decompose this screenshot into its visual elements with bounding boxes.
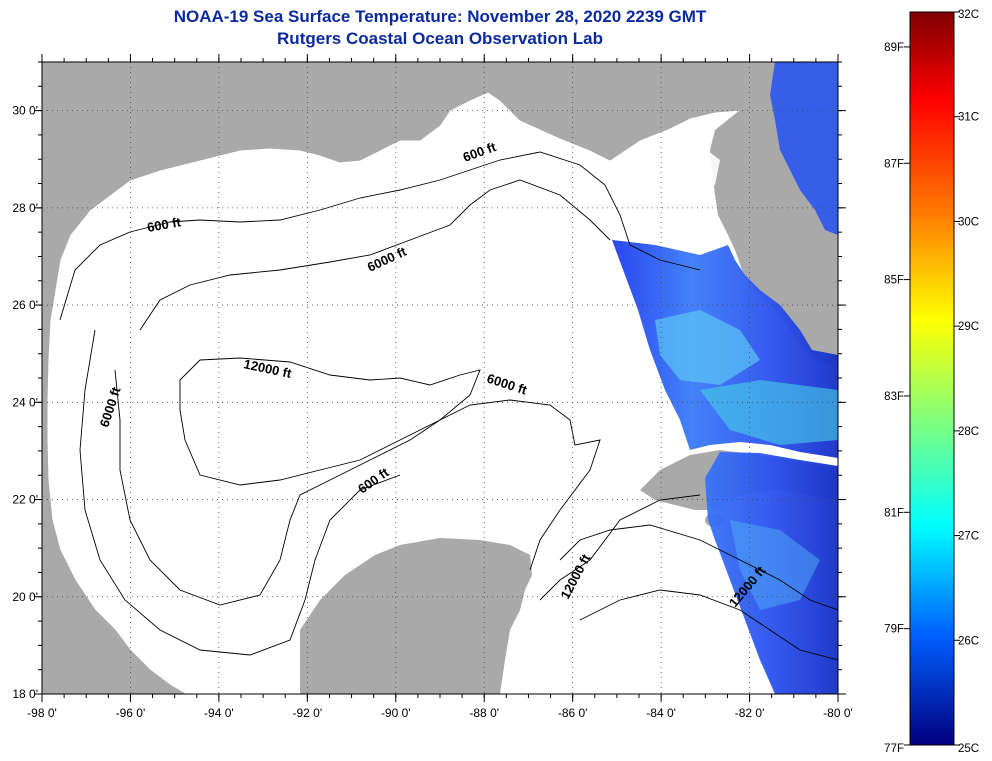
contour-12000ft — [179, 357, 481, 486]
y-tick-label: 30 0' — [12, 104, 38, 118]
land-yucatan — [300, 538, 532, 694]
colorbar-label-celsius: 26C — [958, 635, 979, 647]
chart-subtitle: Rutgers Coastal Ocean Observation Lab — [277, 29, 603, 48]
colorbar-label-celsius: 32C — [958, 9, 979, 21]
colorbar-label-celsius: 31C — [958, 112, 979, 124]
colorbar-label-fahrenheit: 83F — [884, 391, 904, 403]
y-tick-label: 22 0' — [12, 493, 38, 507]
y-tick-label: 28 0' — [12, 201, 38, 215]
colorbar-label-celsius: 29C — [958, 321, 979, 333]
land-us-mexico — [42, 62, 741, 694]
colorbar-label-fahrenheit: 87F — [884, 158, 904, 170]
map-grid — [42, 62, 838, 694]
sst-warm-patch — [655, 310, 760, 385]
colorbar-label-fahrenheit: 81F — [884, 507, 904, 519]
colorbar-label-fahrenheit: 89F — [884, 42, 904, 54]
colorbar-ticks — [904, 11, 960, 746]
colorbar-label-celsius: 28C — [958, 426, 979, 438]
x-tick-label: -88 0' — [469, 706, 499, 720]
contour-yucatan-channel — [539, 494, 701, 601]
colorbar-label-celsius: 25C — [958, 743, 979, 755]
axis-ticks — [34, 54, 846, 702]
x-tick-label: -86 0' — [558, 706, 588, 720]
x-tick-label: -96 0' — [116, 706, 146, 720]
sst-cloud-patch — [670, 145, 720, 190]
x-tick-label: -92 0' — [293, 706, 323, 720]
x-tick-label: -84 0' — [646, 706, 676, 720]
contour-6000ft — [114, 369, 601, 606]
x-tick-label: -94 0' — [204, 706, 234, 720]
sst-warm-patch — [700, 380, 838, 445]
colorbar-label-celsius: 30C — [958, 216, 979, 228]
y-tick-label: 24 0' — [12, 395, 38, 409]
contour-12000ft-caribbean — [559, 524, 838, 611]
contour-caribbean-2 — [579, 589, 838, 661]
sst-swath-north — [770, 62, 838, 235]
colorbar-label-fahrenheit: 85F — [884, 275, 904, 287]
sst-warm-patch — [730, 520, 820, 610]
y-tick-label: 20 0' — [12, 590, 38, 604]
colorbar-label-fahrenheit: 77F — [884, 743, 904, 755]
contour-600ft — [59, 151, 701, 321]
x-tick-label: -98 0' — [27, 706, 57, 720]
contour-6000ft-north — [139, 179, 611, 331]
contour-600ft-west — [79, 329, 401, 656]
y-tick-label: 18 0' — [12, 687, 38, 701]
x-tick-label: -80 0' — [823, 706, 853, 720]
chart-title: NOAA-19 Sea Surface Temperature: Novembe… — [173, 7, 707, 26]
contour-label: 600 ft — [146, 214, 183, 235]
colorbar-label-celsius: 27C — [958, 531, 979, 543]
x-tick-label: -82 0' — [735, 706, 765, 720]
colorbar-label-fahrenheit: 79F — [884, 624, 904, 636]
land-island — [796, 258, 808, 274]
x-tick-label: -90 0' — [381, 706, 411, 720]
colorbar — [909, 11, 955, 746]
y-tick-label: 26 0' — [12, 298, 38, 312]
